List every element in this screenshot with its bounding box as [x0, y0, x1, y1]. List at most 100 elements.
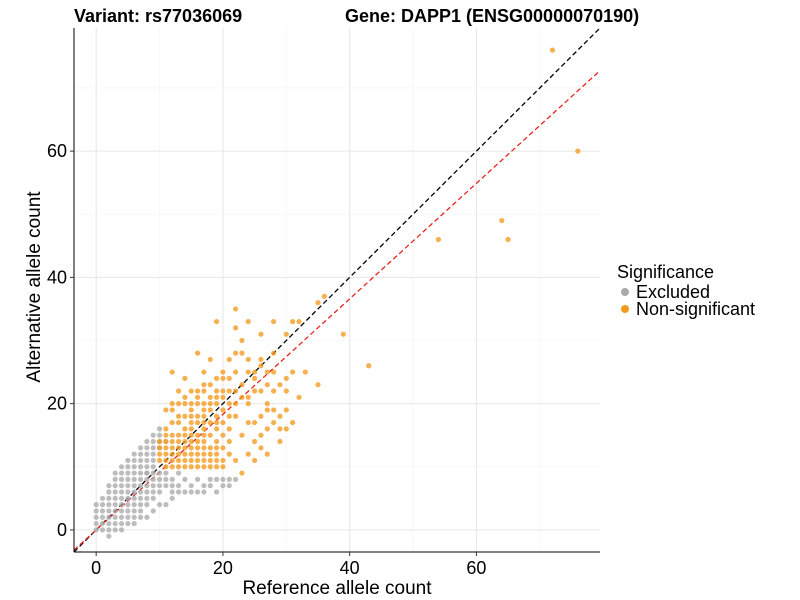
data-point [201, 445, 207, 451]
data-point [137, 451, 144, 457]
data-point [207, 382, 213, 388]
data-point [131, 520, 137, 527]
data-point [201, 413, 207, 419]
data-point [315, 300, 321, 306]
data-point [226, 426, 232, 432]
data-point [106, 483, 112, 489]
data-point [118, 489, 125, 495]
y-tick-label: 60 [47, 141, 67, 161]
data-point [156, 451, 163, 457]
data-point [239, 470, 245, 476]
data-point [131, 502, 137, 508]
data-point [233, 457, 239, 464]
data-point [125, 483, 131, 489]
legend-key-excluded [621, 288, 629, 296]
data-point [150, 451, 156, 457]
data-point [131, 483, 137, 489]
data-point [156, 489, 163, 495]
data-point [213, 401, 220, 407]
data-point [207, 419, 213, 426]
data-point [245, 394, 251, 400]
data-point [258, 432, 264, 438]
data-point [213, 426, 220, 432]
data-point [252, 369, 258, 375]
data-point [258, 356, 264, 363]
data-point [131, 470, 137, 476]
data-point [112, 489, 118, 495]
data-point [220, 369, 226, 375]
data-point [99, 502, 106, 508]
data-point [201, 369, 207, 375]
data-point [99, 520, 106, 527]
data-point [233, 306, 239, 312]
data-point [144, 489, 150, 495]
data-point [245, 318, 251, 325]
data-point [131, 514, 137, 520]
data-point [144, 470, 150, 476]
data-point [144, 445, 150, 451]
data-point [194, 451, 201, 457]
data-point [188, 426, 194, 432]
data-point [271, 350, 277, 356]
series-excluded [93, 426, 239, 539]
data-point [175, 464, 182, 470]
data-point [207, 451, 213, 457]
data-point [226, 375, 232, 381]
data-point [271, 407, 277, 413]
data-point [188, 445, 194, 451]
data-point [194, 413, 201, 419]
data-point [99, 495, 106, 501]
data-point [252, 457, 258, 464]
data-point [182, 413, 188, 419]
data-point [188, 413, 194, 419]
data-point [131, 451, 137, 457]
data-point [175, 483, 182, 489]
data-point [264, 382, 270, 388]
data-point [290, 369, 296, 375]
data-point [207, 457, 213, 464]
data-point [182, 394, 188, 400]
y-tick-label: 0 [57, 520, 67, 540]
data-point [150, 489, 156, 495]
data-point [213, 464, 220, 470]
data-point [226, 476, 232, 482]
data-point [169, 476, 175, 482]
data-point [201, 419, 207, 426]
data-point [226, 438, 232, 445]
data-point [226, 388, 232, 394]
legend-label: Excluded [636, 282, 710, 302]
data-point [213, 489, 220, 495]
data-point [156, 426, 163, 432]
data-point [188, 407, 194, 413]
data-point [220, 419, 226, 426]
data-point [118, 514, 125, 520]
data-point [194, 401, 201, 407]
data-point [137, 495, 144, 501]
x-tick-label: 20 [213, 558, 233, 578]
data-point [125, 464, 131, 470]
data-point [156, 432, 163, 438]
data-point [137, 464, 144, 470]
data-point [220, 457, 226, 464]
data-point [125, 457, 131, 464]
data-point [144, 476, 150, 482]
data-point [245, 369, 251, 375]
data-point [137, 514, 144, 520]
data-point [150, 508, 156, 514]
data-point [118, 527, 125, 533]
reference-line-identity [73, 27, 601, 553]
data-point [175, 451, 182, 457]
data-point [125, 495, 131, 501]
data-point [144, 438, 150, 445]
data-point [169, 464, 175, 470]
data-point [163, 438, 169, 445]
data-point [194, 394, 201, 400]
data-points [93, 47, 581, 539]
data-point [220, 432, 226, 438]
data-point [137, 457, 144, 464]
chart-title-variant: Variant: rs77036069 [74, 6, 242, 26]
data-point [233, 325, 239, 331]
data-point [112, 470, 118, 476]
data-point [505, 236, 511, 243]
data-point [264, 407, 270, 413]
